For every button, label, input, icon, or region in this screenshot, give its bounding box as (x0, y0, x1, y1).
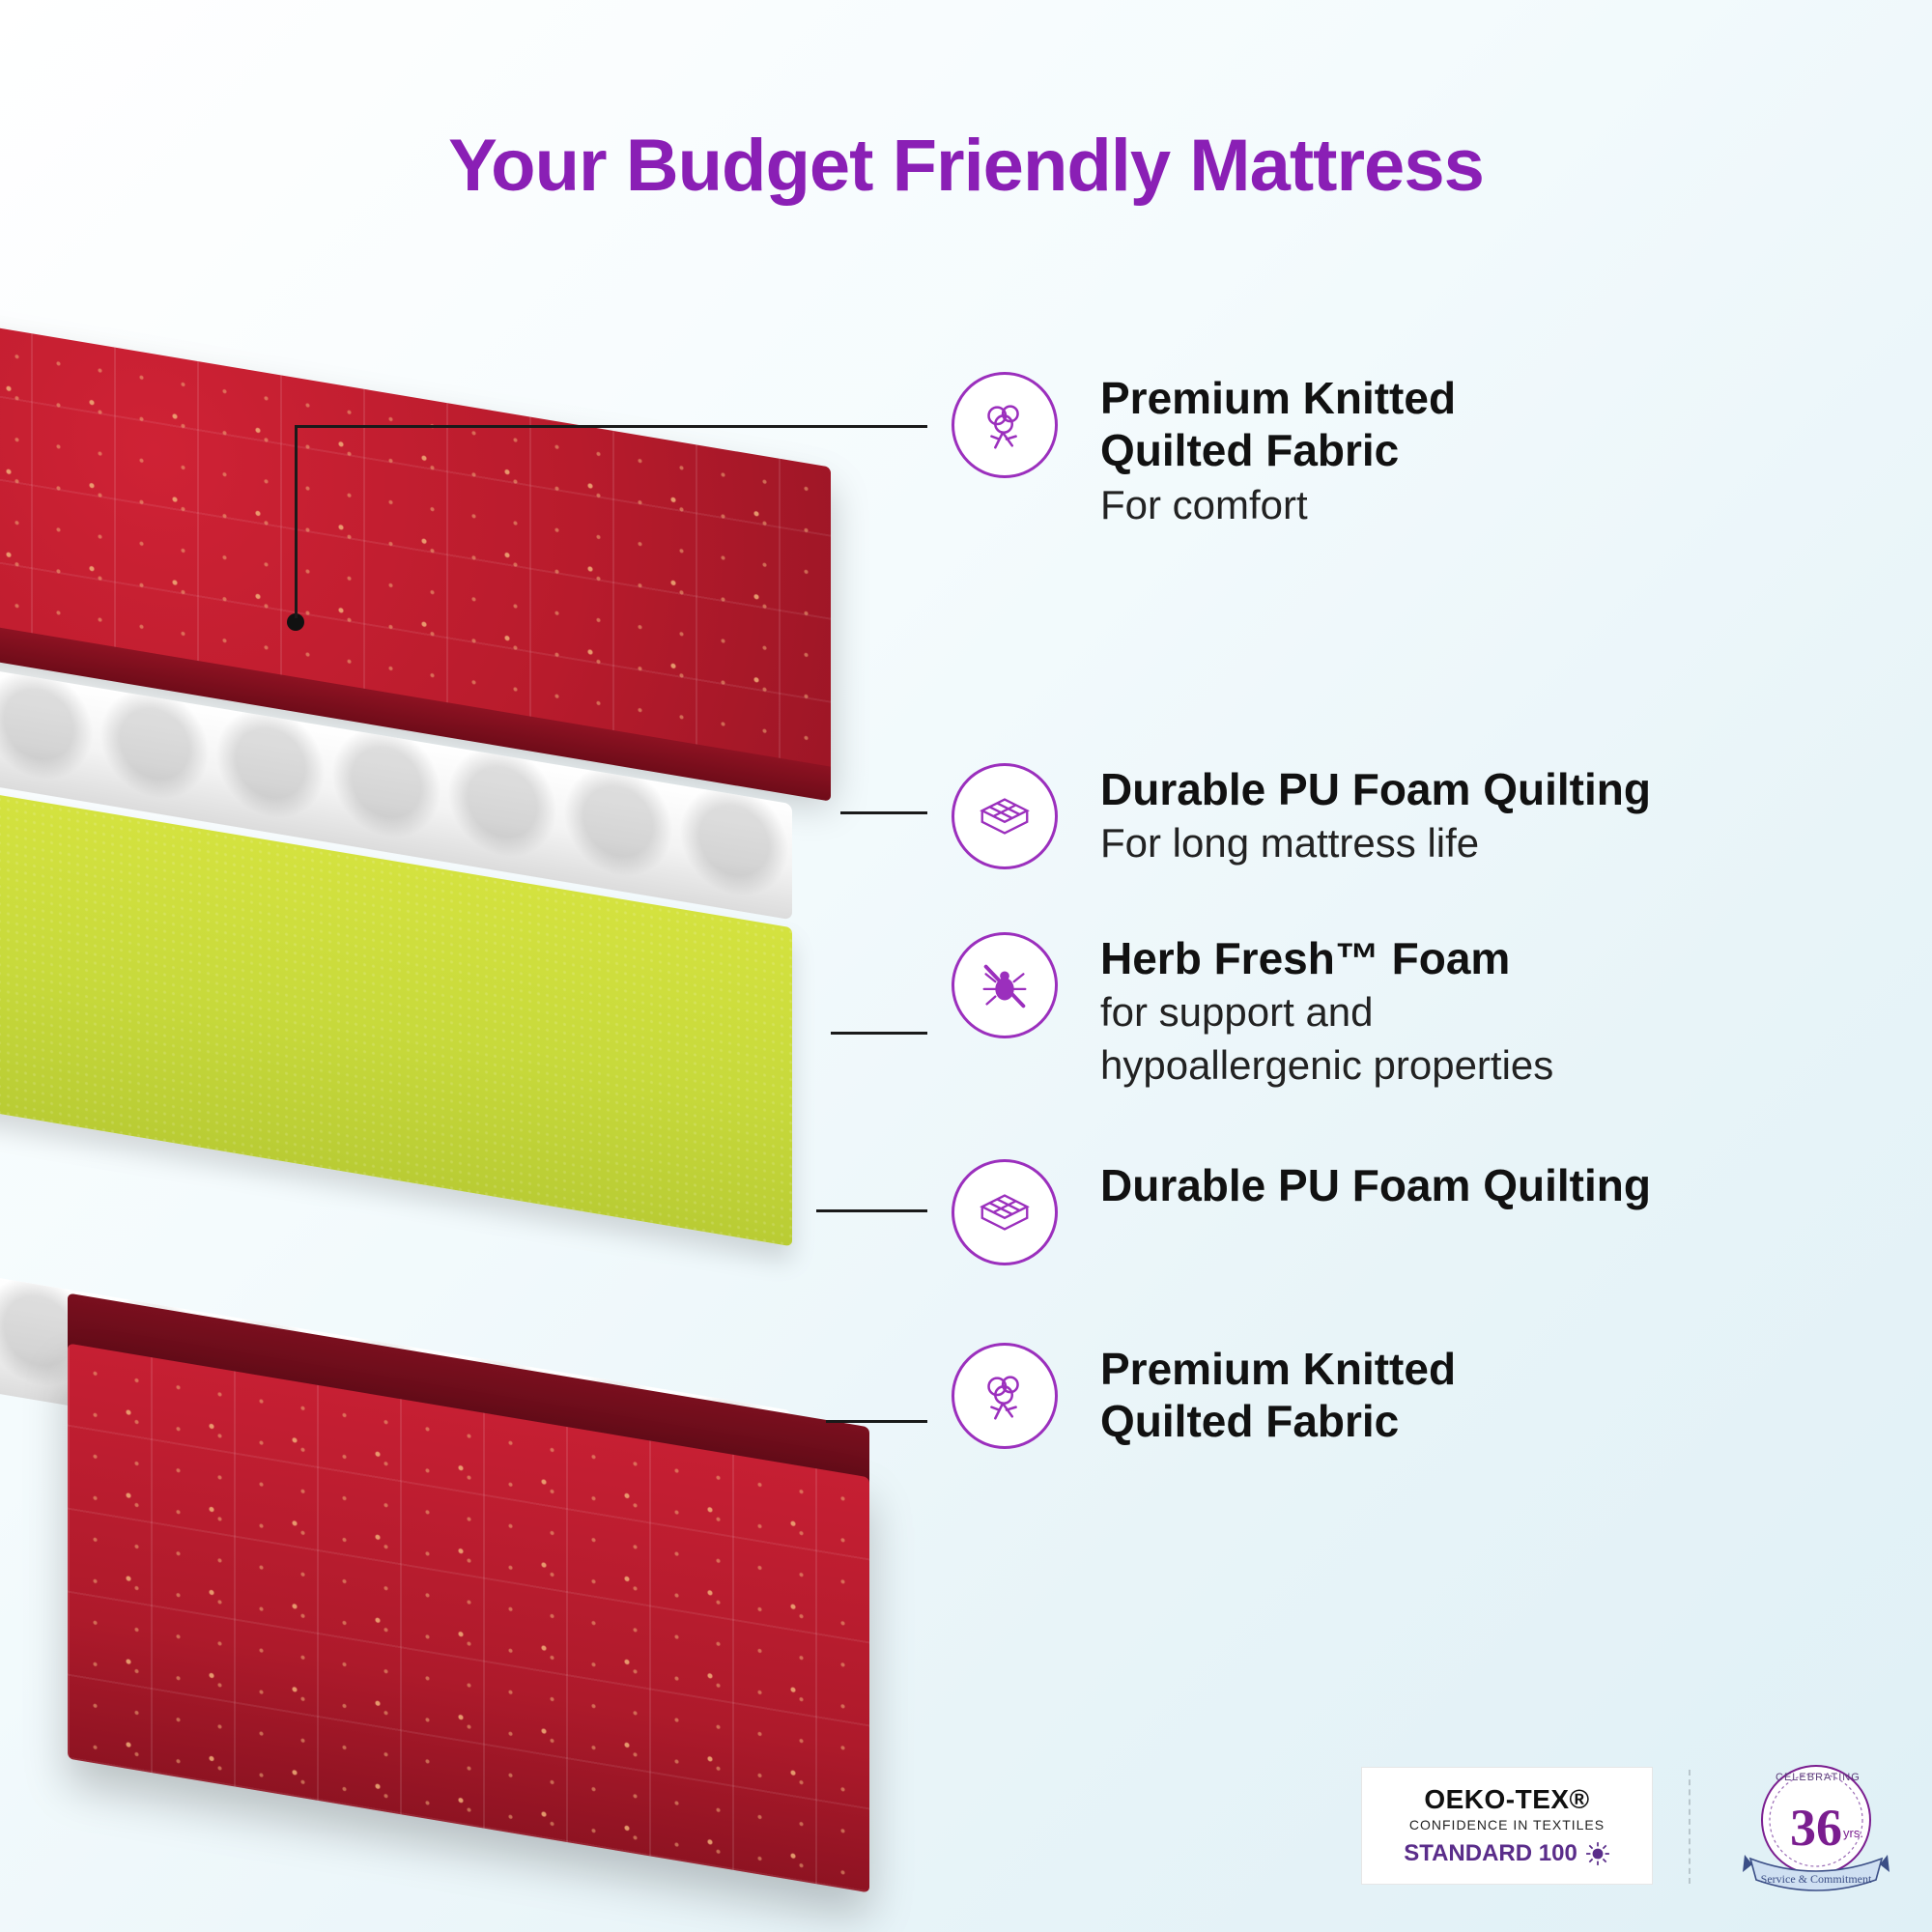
leader-line-3 (831, 1032, 927, 1035)
crest-number: 36 (1790, 1799, 1842, 1857)
callout-durable-pu-foam-quilting-top[interactable]: Durable PU Foam Quilting For long mattre… (952, 763, 1651, 869)
leader-line-1-vertical (295, 425, 298, 618)
crest-top-label: CELEBRATING (1776, 1772, 1861, 1783)
oeko-tex-badge: OEKO-TEX® CONFIDENCE IN TEXTILES STANDAR… (1362, 1768, 1652, 1884)
callout-heading: Durable PU Foam Quilting (1100, 764, 1651, 814)
oeko-tex-mark-icon (1585, 1842, 1609, 1865)
callout-subtext-line2: hypoallergenic properties (1100, 1041, 1554, 1088)
foam-layer-icon (952, 1159, 1058, 1265)
footer-divider (1689, 1770, 1690, 1884)
callout-heading: Herb Fresh™ Foam (1100, 933, 1511, 983)
leader-line-5 (826, 1420, 927, 1423)
callout-premium-knitted-quilted-fabric-top[interactable]: Premium Knitted Quilted Fabric For comfo… (952, 372, 1456, 529)
callout-heading: Premium Knitted (1100, 373, 1457, 423)
cotton-boll-icon (952, 372, 1058, 478)
leader-dot-1 (287, 613, 304, 631)
oeko-tex-subtitle: CONFIDENCE IN TEXTILES (1408, 1817, 1605, 1833)
page-title: Your Budget Friendly Mattress (448, 125, 1485, 207)
anti-allergen-mite-icon (952, 932, 1058, 1038)
leader-line-1-horizontal (295, 425, 927, 428)
callout-heading: Durable PU Foam Quilting (1100, 1160, 1651, 1210)
crest-years-label: yrs. (1843, 1826, 1863, 1840)
oeko-tex-standard-label: STANDARD 100 (1404, 1840, 1577, 1866)
cotton-boll-icon (952, 1343, 1058, 1449)
callout-heading-line2: Quilted Fabric (1100, 1396, 1400, 1447)
leader-line-2 (840, 811, 927, 814)
foam-layer-icon (952, 763, 1058, 869)
oeko-tex-title: OEKO-TEX® (1424, 1784, 1590, 1814)
callout-premium-knitted-quilted-fabric-bottom[interactable]: Premium Knitted Quilted Fabric (952, 1343, 1456, 1449)
crest-shape-icon (1743, 1765, 1889, 1891)
mattress-illustration (0, 305, 927, 1893)
oeko-tex-standard: STANDARD 100 (1404, 1840, 1610, 1867)
leader-line-4 (816, 1209, 927, 1212)
callout-subtext: For comfort (1100, 481, 1308, 527)
callout-subtext: For long mattress life (1100, 820, 1480, 867)
callout-heading-line2: Quilted Fabric (1100, 425, 1400, 476)
crest-bottom-label: Service & Commitment (1760, 1872, 1872, 1886)
callout-heading: Premium Knitted (1100, 1344, 1457, 1394)
callout-durable-pu-foam-quilting-bottom[interactable]: Durable PU Foam Quilting (952, 1159, 1651, 1265)
anniversary-crest-badge: CELEBRATING 36 yrs. Service & Commitment (1729, 1750, 1903, 1905)
callout-subtext-line1: for support and (1100, 989, 1374, 1036)
callout-herb-fresh-foam[interactable]: Herb Fresh™ Foam for support and hypoall… (952, 932, 1553, 1090)
